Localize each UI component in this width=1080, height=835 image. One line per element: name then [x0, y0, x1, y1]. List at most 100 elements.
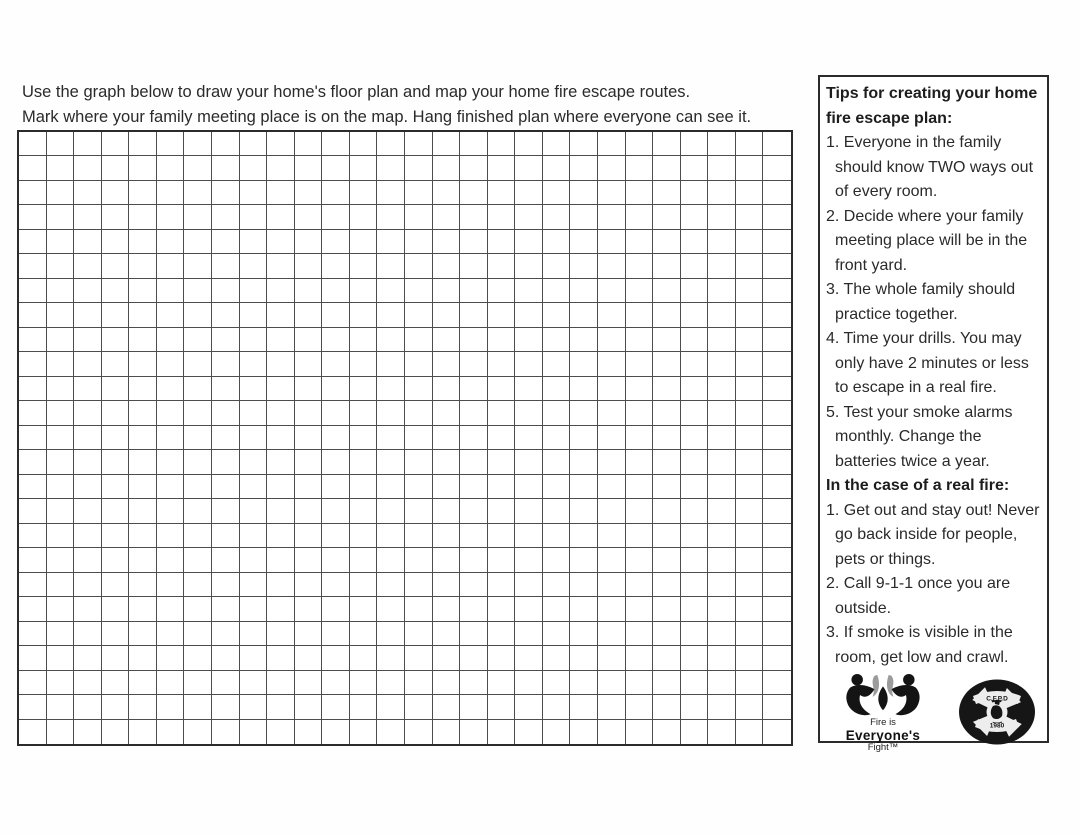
grid-cell	[432, 132, 461, 157]
grid-cell	[129, 670, 157, 696]
grid-cell	[377, 278, 405, 304]
grid-cell	[487, 180, 516, 206]
grid-cell	[101, 646, 130, 671]
grid-cell	[570, 180, 598, 206]
grid-cell	[515, 132, 543, 157]
grid-cell	[211, 695, 240, 720]
grid-cell	[625, 278, 654, 304]
grid-cell	[211, 303, 240, 328]
grid-cell	[681, 719, 709, 744]
grid-cell	[46, 278, 75, 304]
grid-cell	[294, 499, 323, 524]
grid-cell	[349, 646, 378, 671]
grid-cell	[515, 621, 543, 647]
grid-cell	[184, 621, 212, 647]
grid-cell	[46, 254, 75, 279]
grid-cell	[653, 523, 681, 549]
grid-cell	[377, 205, 405, 230]
grid-cell	[487, 254, 516, 279]
grid-cell	[597, 229, 626, 255]
grid-cell	[19, 695, 47, 720]
grid-cell	[735, 303, 764, 328]
grid-cell	[211, 670, 240, 696]
grid-cell	[598, 719, 626, 744]
grid-cell	[597, 254, 626, 279]
grid-cell	[735, 132, 764, 157]
grid-cell	[653, 499, 681, 524]
grid-cell	[570, 646, 598, 671]
grid-cell	[597, 499, 626, 524]
grid-cell	[680, 401, 709, 426]
grid-cell	[542, 425, 571, 451]
grid-cell	[46, 205, 75, 230]
grid-cell	[735, 670, 764, 696]
grid-cell	[404, 376, 433, 402]
grid-cell	[680, 450, 709, 475]
grid-cell	[349, 621, 378, 647]
grid-cell	[101, 254, 130, 279]
grid-cell	[46, 646, 75, 671]
grid-cell	[735, 352, 764, 377]
grid-cell	[156, 205, 185, 230]
grid-cell	[735, 180, 764, 206]
grid-cell	[542, 523, 571, 549]
grid-cell	[74, 597, 102, 622]
grid-cell	[680, 425, 709, 451]
grid-cell	[432, 327, 461, 353]
grid-cell	[267, 254, 295, 279]
grid-cell	[597, 401, 626, 426]
grid-cell	[570, 621, 598, 647]
grid-cell	[377, 425, 405, 451]
grid-cell	[156, 597, 185, 622]
grid-cell	[101, 695, 130, 720]
grid-cell	[763, 181, 791, 206]
grid-cell	[432, 474, 461, 500]
grid-cell	[763, 328, 791, 353]
grid-cell	[763, 230, 791, 255]
grid-cell	[184, 327, 212, 353]
grid-cell	[129, 597, 157, 622]
grid-cell	[653, 621, 681, 647]
grid-cell	[267, 719, 295, 744]
grid-cell	[349, 352, 378, 377]
grid-cell	[101, 205, 130, 230]
grid-cell	[432, 499, 461, 524]
grid-cell	[46, 401, 75, 426]
grid-cell	[570, 205, 598, 230]
grid-cell	[156, 278, 185, 304]
grid-cell	[570, 719, 598, 744]
grid-cell	[432, 229, 461, 255]
grid-cell	[129, 229, 157, 255]
grid-cell	[349, 474, 378, 500]
grid-cell	[625, 548, 654, 573]
grid-cell	[653, 474, 681, 500]
floor-plan-grid[interactable]	[17, 130, 793, 746]
grid-cell	[19, 401, 47, 426]
grid-cell	[404, 670, 433, 696]
grid-cell	[708, 523, 736, 549]
grid-cell	[19, 597, 47, 622]
grid-cell	[322, 229, 350, 255]
grid-cell	[542, 132, 571, 157]
grid-cell	[680, 132, 709, 157]
grid-cell	[460, 376, 488, 402]
grid-cell	[211, 254, 240, 279]
grid-cell	[680, 229, 709, 255]
grid-cell	[542, 474, 571, 500]
grid-cell	[239, 450, 268, 475]
grid-cell	[349, 303, 378, 328]
grid-cell	[460, 180, 488, 206]
grid-cell	[74, 621, 102, 647]
grid-cell	[404, 303, 433, 328]
grid-cell	[680, 180, 709, 206]
grid-cell	[156, 180, 185, 206]
real-fire-step: 3. If smoke is visible in the room, get …	[826, 624, 1013, 666]
grid-cell	[211, 572, 240, 598]
grid-cell	[267, 352, 295, 377]
grid-cell	[680, 278, 709, 304]
grid-cell	[101, 548, 130, 573]
grid-cell	[653, 401, 681, 426]
grid-cell	[211, 646, 240, 671]
grid-cell	[515, 229, 543, 255]
grid-cell	[625, 597, 654, 622]
